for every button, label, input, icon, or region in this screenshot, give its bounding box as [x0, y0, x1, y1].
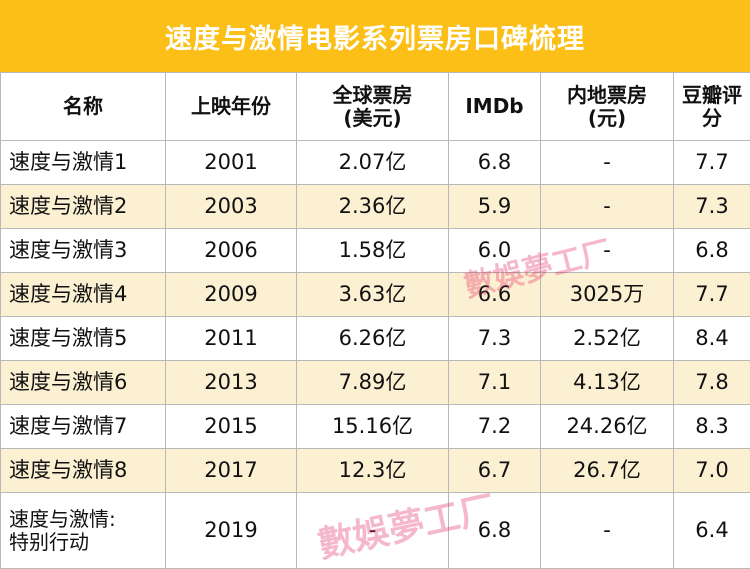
cell-global: 1.58亿	[297, 229, 449, 273]
cell-douban: 6.8	[674, 229, 750, 273]
table-row: 速度与激情4 2009 3.63亿 6.6 3025万 7.7	[1, 273, 750, 317]
cell-imdb: 6.7	[449, 449, 541, 493]
cell-name: 速度与激情7	[1, 405, 166, 449]
cell-global: 3.63亿	[297, 273, 449, 317]
cell-global: 2.07亿	[297, 141, 449, 185]
cell-imdb: 6.6	[449, 273, 541, 317]
cell-global: 6.26亿	[297, 317, 449, 361]
table-row: 速度与激情: 特别行动 2019 - 6.8 - 6.4	[1, 493, 750, 569]
cell-douban: 7.0	[674, 449, 750, 493]
cell-douban: 7.7	[674, 141, 750, 185]
cell-name: 速度与激情3	[1, 229, 166, 273]
cell-year: 2003	[166, 185, 297, 229]
cell-imdb: 6.8	[449, 141, 541, 185]
cell-year: 2011	[166, 317, 297, 361]
header-douban: 豆瓣评 分	[674, 73, 750, 141]
header-imdb: IMDb	[449, 73, 541, 141]
table-row: 速度与激情5 2011 6.26亿 7.3 2.52亿 8.4	[1, 317, 750, 361]
cell-china: 24.26亿	[541, 405, 674, 449]
header-name: 名称	[1, 73, 166, 141]
cell-china: 3025万	[541, 273, 674, 317]
table-row: 速度与激情7 2015 15.16亿 7.2 24.26亿 8.3	[1, 405, 750, 449]
cell-name: 速度与激情6	[1, 361, 166, 405]
table-row: 速度与激情6 2013 7.89亿 7.1 4.13亿 7.8	[1, 361, 750, 405]
cell-year: 2009	[166, 273, 297, 317]
cell-imdb: 6.8	[449, 493, 541, 569]
table-row: 速度与激情2 2003 2.36亿 5.9 - 7.3	[1, 185, 750, 229]
table-title: 速度与激情电影系列票房口碑梳理	[0, 0, 750, 72]
cell-name: 速度与激情1	[1, 141, 166, 185]
cell-year: 2017	[166, 449, 297, 493]
cell-global: 15.16亿	[297, 405, 449, 449]
cell-china: 4.13亿	[541, 361, 674, 405]
box-office-table: 名称 上映年份 全球票房 (美元) IMDb 内地票房 (元) 豆瓣评 分 速度…	[0, 72, 750, 569]
cell-name: 速度与激情4	[1, 273, 166, 317]
cell-china: -	[541, 141, 674, 185]
cell-imdb: 6.0	[449, 229, 541, 273]
cell-douban: 7.3	[674, 185, 750, 229]
cell-douban: 8.4	[674, 317, 750, 361]
cell-global: 2.36亿	[297, 185, 449, 229]
cell-china: -	[541, 185, 674, 229]
cell-china: 2.52亿	[541, 317, 674, 361]
table-row: 速度与激情1 2001 2.07亿 6.8 - 7.7	[1, 141, 750, 185]
cell-china: -	[541, 493, 674, 569]
cell-douban: 7.8	[674, 361, 750, 405]
cell-imdb: 7.2	[449, 405, 541, 449]
cell-global: 7.89亿	[297, 361, 449, 405]
cell-year: 2001	[166, 141, 297, 185]
cell-year: 2013	[166, 361, 297, 405]
cell-name: 速度与激情2	[1, 185, 166, 229]
header-global-box-office: 全球票房 (美元)	[297, 73, 449, 141]
cell-imdb: 7.3	[449, 317, 541, 361]
cell-douban: 8.3	[674, 405, 750, 449]
header-year: 上映年份	[166, 73, 297, 141]
cell-year: 2019	[166, 493, 297, 569]
cell-name: 速度与激情5	[1, 317, 166, 361]
table-row: 速度与激情3 2006 1.58亿 6.0 - 6.8	[1, 229, 750, 273]
cell-china: -	[541, 229, 674, 273]
header-row: 名称 上映年份 全球票房 (美元) IMDb 内地票房 (元) 豆瓣评 分	[1, 73, 750, 141]
cell-name: 速度与激情8	[1, 449, 166, 493]
table-row: 速度与激情8 2017 12.3亿 6.7 26.7亿 7.0	[1, 449, 750, 493]
cell-imdb: 7.1	[449, 361, 541, 405]
cell-imdb: 5.9	[449, 185, 541, 229]
cell-global: 12.3亿	[297, 449, 449, 493]
cell-douban: 6.4	[674, 493, 750, 569]
cell-china: 26.7亿	[541, 449, 674, 493]
cell-name: 速度与激情: 特别行动	[1, 493, 166, 569]
cell-global: -	[297, 493, 449, 569]
cell-year: 2015	[166, 405, 297, 449]
header-china-box-office: 内地票房 (元)	[541, 73, 674, 141]
cell-douban: 7.7	[674, 273, 750, 317]
cell-year: 2006	[166, 229, 297, 273]
